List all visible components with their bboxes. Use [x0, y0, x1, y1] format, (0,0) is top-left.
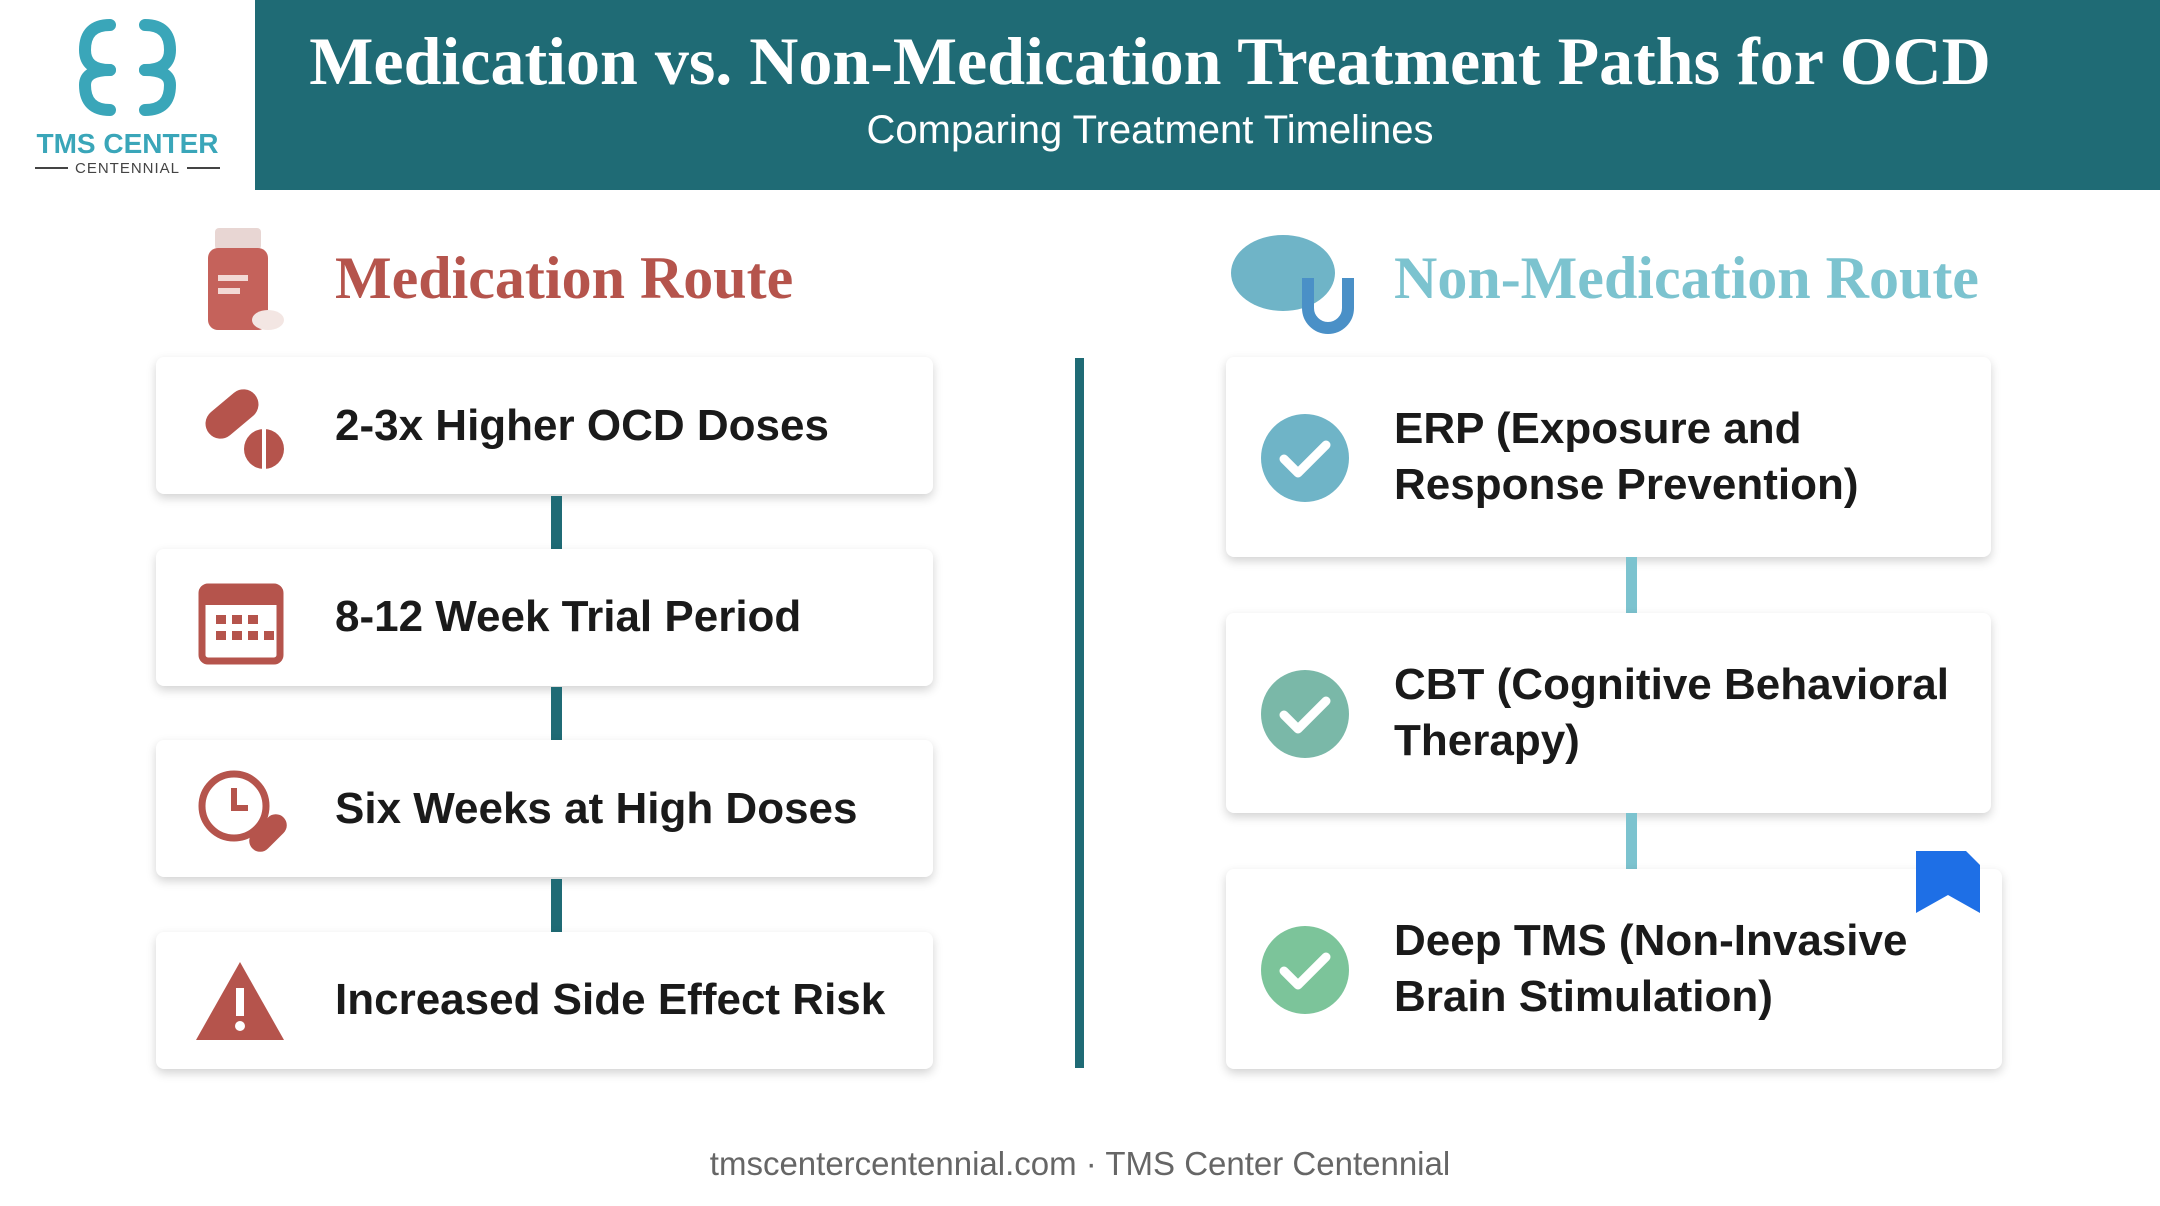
subtitle: Comparing Treatment Timelines	[866, 108, 1434, 152]
pill-bottle-icon	[208, 228, 284, 330]
check-icon	[1260, 413, 1350, 503]
icon	[198, 583, 284, 664]
header-bar	[255, 0, 2160, 190]
item-card: 2-3x Higher OCD Doses	[156, 357, 933, 494]
item-card: Increased Side Effect Risk	[156, 931, 933, 1069]
title: Medication vs. Non-Medication Treatment …	[309, 23, 1991, 99]
item-text: CBT (Cognitive Behavioral Therapy)	[1394, 660, 1949, 765]
item-text: 8-12 Week Trial Period	[335, 592, 802, 641]
item-icon	[194, 379, 290, 475]
divider	[1075, 358, 1084, 1068]
footer: tmscentercentennial.com · TMS Center Cen…	[709, 1145, 1451, 1182]
logo-name: TMS CENTER	[36, 128, 219, 159]
item-card: 8-12 Week Trial Period	[156, 548, 933, 686]
check	[1261, 670, 1349, 758]
icon	[205, 389, 284, 469]
check-icon	[1260, 925, 1350, 1015]
connector	[551, 878, 562, 932]
icon	[196, 961, 284, 1040]
item-text: Deep TMS (Non-Invasive Brain Stimulation…	[1394, 916, 1908, 1021]
bookmark-icon	[1916, 851, 1980, 913]
icon	[198, 770, 287, 852]
connector	[1626, 813, 1637, 869]
item-icon	[194, 762, 290, 858]
item-icon	[194, 954, 290, 1050]
right-heading: Non-Medication Route	[1394, 245, 1979, 311]
logo-mark	[35, 19, 220, 169]
item-card: ERP (Exposure and Response Prevention)	[1226, 357, 1991, 557]
check	[1261, 926, 1349, 1014]
item-text: 2-3x Higher OCD Doses	[335, 400, 829, 450]
connector	[551, 495, 562, 549]
connector	[551, 687, 562, 740]
check-icon	[1260, 669, 1350, 759]
item-text: Increased Side Effect Risk	[335, 975, 886, 1024]
logo-sub: CENTENNIAL	[74, 160, 181, 177]
brain-icon	[1231, 235, 1354, 334]
connector	[1626, 557, 1637, 613]
item-card: Six Weeks at High Doses	[156, 740, 933, 877]
item-card: Deep TMS (Non-Invasive Brain Stimulation…	[1226, 869, 2002, 1069]
item-text: Six Weeks at High Doses	[335, 783, 858, 833]
item-card: CBT (Cognitive Behavioral Therapy)	[1226, 613, 1991, 813]
item-text: ERP (Exposure and Response Prevention)	[1394, 404, 1859, 509]
left-heading: Medication Route	[335, 245, 794, 311]
item-icon	[194, 571, 290, 667]
check	[1261, 414, 1349, 502]
